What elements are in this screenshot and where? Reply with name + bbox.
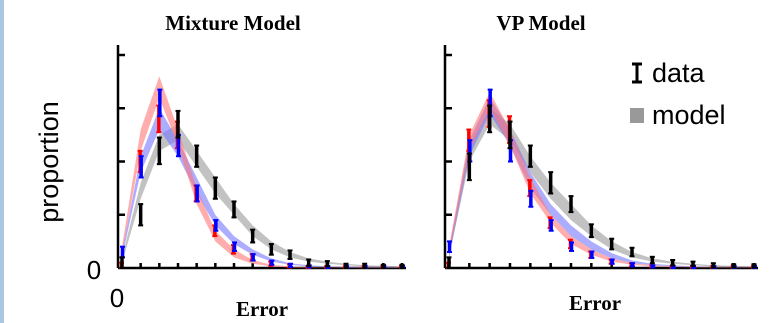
y-zero-label: 0 [87, 255, 101, 285]
data-errorbar [528, 191, 533, 207]
data-errorbar [157, 90, 162, 117]
data-errorbar [213, 220, 218, 231]
data-errorbar [447, 241, 452, 252]
data-errorbar [549, 220, 554, 231]
legend-errorbar-icon [632, 64, 642, 82]
data-errorbar [589, 224, 594, 237]
data-errorbar [467, 154, 472, 181]
data-errorbar [610, 259, 615, 263]
panel-vp-model [445, 45, 758, 268]
data-errorbar [548, 172, 553, 193]
data-errorbar [232, 201, 237, 217]
data-errorbar [288, 250, 293, 259]
x-axis-label-vp: Error [569, 291, 621, 315]
model-band-1 [122, 108, 402, 267]
panel-mixture-model [118, 45, 406, 268]
data-errorbar [487, 106, 492, 133]
data-errorbar [630, 248, 635, 257]
data-errorbar [138, 204, 143, 225]
data-errorbar [691, 262, 696, 266]
data-errorbar [400, 265, 405, 268]
data-errorbar [650, 257, 655, 263]
data-errorbar [213, 177, 218, 198]
data-errorbar [609, 239, 614, 250]
legend-label-model: model [652, 100, 726, 130]
data-errorbar [120, 257, 125, 268]
data-errorbar [650, 265, 655, 267]
data-errorbar [269, 261, 274, 265]
data-errorbar [306, 259, 311, 265]
data-errorbar [670, 260, 675, 265]
data-errorbar [362, 264, 367, 268]
data-errorbar [250, 230, 255, 243]
data-errorbar [752, 264, 757, 267]
y-axis-label: proportion [34, 101, 64, 223]
data-errorbar [569, 196, 574, 212]
model-band-0 [449, 108, 754, 267]
data-errorbar [139, 156, 144, 177]
data-errorbar [195, 185, 200, 201]
data-errorbar [232, 242, 237, 251]
data-errorbar [589, 251, 594, 257]
data-errorbar [251, 254, 256, 260]
data-errorbar [711, 263, 716, 267]
data-errorbar [381, 265, 386, 268]
data-errorbar [194, 146, 199, 167]
data-errorbar [344, 264, 349, 268]
data-errorbar [731, 264, 736, 267]
x-zero-label: 0 [110, 283, 124, 313]
legend-band-swatch [630, 108, 644, 123]
data-errorbar [325, 261, 330, 266]
data-errorbar [528, 146, 533, 167]
model-band-0 [122, 124, 402, 267]
data-errorbar [508, 122, 513, 149]
data-errorbar [269, 244, 274, 255]
data-errorbar [569, 242, 574, 251]
data-errorbar [157, 138, 162, 165]
data-errorbar [447, 257, 452, 268]
legend-label-data: data [652, 58, 706, 88]
legend: data model [630, 58, 726, 130]
panel-title-mixture: Mixture Model [165, 11, 301, 35]
data-errorbar [120, 247, 125, 258]
panel-title-vp: VP Model [496, 11, 585, 35]
x-axis-label-mixture: Error [236, 297, 288, 321]
data-errorbar [288, 264, 293, 267]
data-errorbar [176, 111, 181, 138]
data-errorbar [630, 263, 635, 266]
